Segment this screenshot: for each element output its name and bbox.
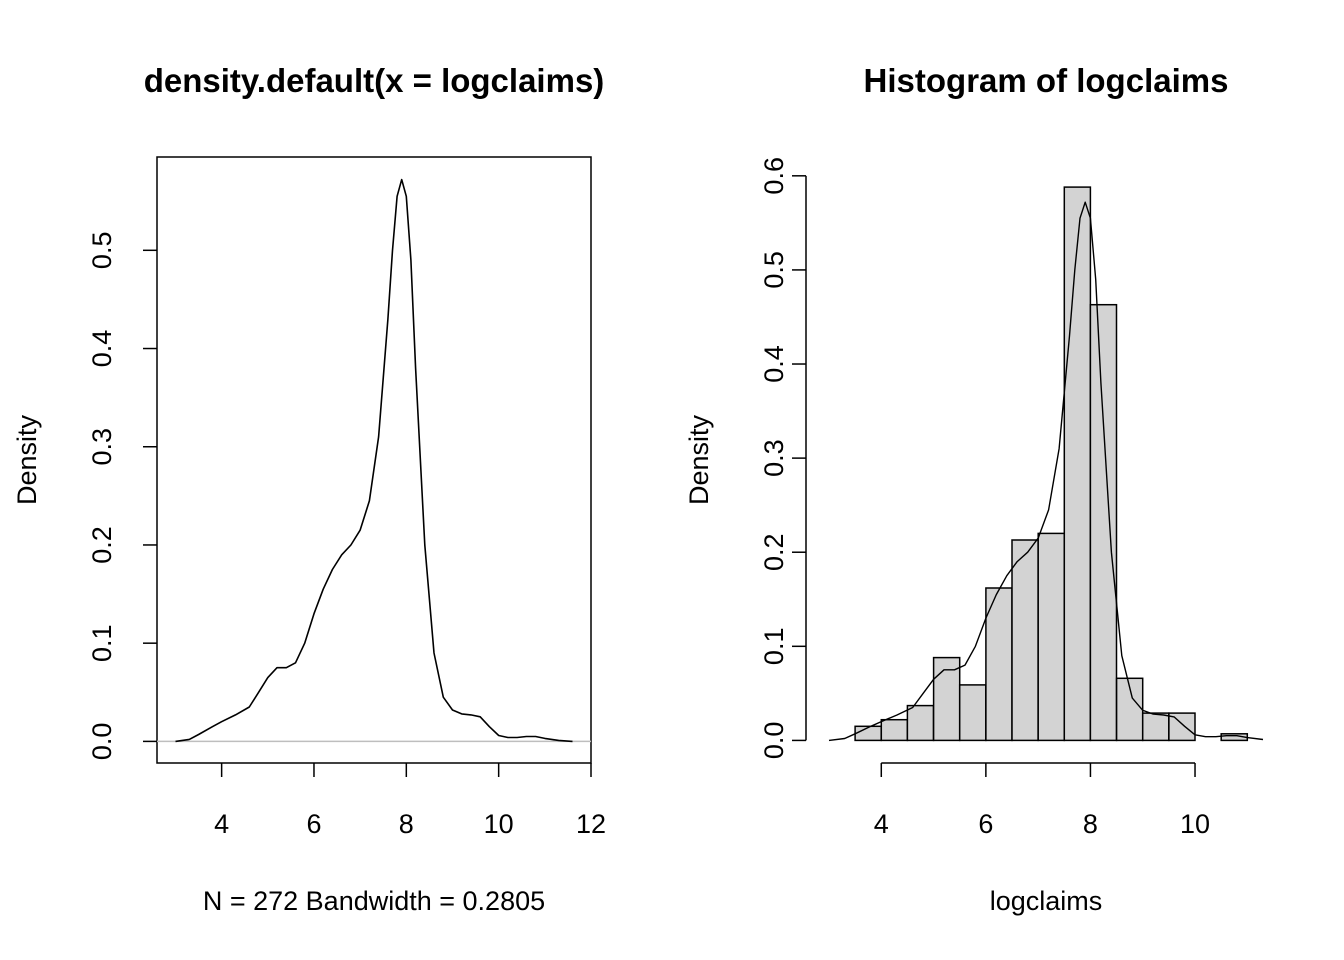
- histogram-bar: [1141, 712, 1170, 742]
- density-title: density.default(x = logclaims): [144, 62, 605, 99]
- density-marks: 4 6 8 10 12 0.0 0.1 0.2 0.3 0.4 0.5: [87, 178, 606, 839]
- histogram-x-label: logclaims: [990, 886, 1103, 916]
- histogram-x-tick-label: 8: [1083, 809, 1098, 839]
- density-x-tick-label: 12: [576, 809, 606, 839]
- histogram-density-curve: [828, 201, 1264, 742]
- density-curve: [175, 178, 573, 743]
- histogram-bar: [1115, 677, 1144, 742]
- histogram-title: Histogram of logclaims: [864, 62, 1229, 99]
- density-y-tick-label: 0.0: [87, 723, 117, 761]
- density-y-tick-label: 0.3: [87, 428, 117, 466]
- density-y-tick-label: 0.4: [87, 330, 117, 368]
- density-y-label: Density: [12, 414, 42, 505]
- density-y-tick-label: 0.1: [87, 624, 117, 662]
- density-panel: density.default(x = logclaims) 4 6 8 10 12 0.…: [12, 62, 606, 916]
- histogram-bar: [1063, 186, 1092, 742]
- histogram-y-tick-label: 0.3: [759, 439, 789, 477]
- histogram-y-tick-label: 0.0: [759, 722, 789, 760]
- histogram-bar: [1089, 303, 1118, 742]
- histogram-x-tick-label: 10: [1180, 809, 1210, 839]
- histogram-marks: 4 6 8 10 0.0 0.1 0.2 0.3 0.4 0.5 0.6: [759, 157, 1264, 839]
- histogram-y-tick-label: 0.2: [759, 533, 789, 571]
- histogram-y-tick-label: 0.6: [759, 157, 789, 195]
- histogram-x-tick-label: 4: [874, 809, 889, 839]
- histogram-bar: [880, 718, 909, 742]
- histogram-bar: [906, 704, 935, 742]
- density-x-label: N = 272 Bandwidth = 0.2805: [203, 886, 545, 916]
- histogram-y-tick-label: 0.4: [759, 345, 789, 383]
- density-plot-box: [156, 156, 592, 764]
- density-y-tick-label: 0.5: [87, 232, 117, 270]
- histogram-bar: [1168, 712, 1196, 742]
- histogram-panel: Histogram of logclaims 4 6 8 10 0.0 0.1 0.2 0.3…: [684, 62, 1264, 916]
- histogram-bar: [1011, 539, 1039, 742]
- histogram-bar: [1037, 532, 1066, 742]
- density-x-tick-label: 10: [484, 809, 514, 839]
- density-x-tick-label: 8: [399, 809, 414, 839]
- histogram-y-tick-label: 0.5: [759, 251, 789, 289]
- histogram-y-tick-label: 0.1: [759, 628, 789, 666]
- histogram-bar: [854, 725, 882, 742]
- histogram-y-label: Density: [684, 414, 714, 505]
- density-x-tick-label: 4: [214, 809, 229, 839]
- density-y-tick-label: 0.2: [87, 526, 117, 564]
- histogram-x-tick-label: 6: [978, 809, 993, 839]
- histogram-bar: [932, 656, 961, 742]
- density-x-tick-label: 6: [306, 809, 321, 839]
- histogram-bar: [958, 684, 987, 742]
